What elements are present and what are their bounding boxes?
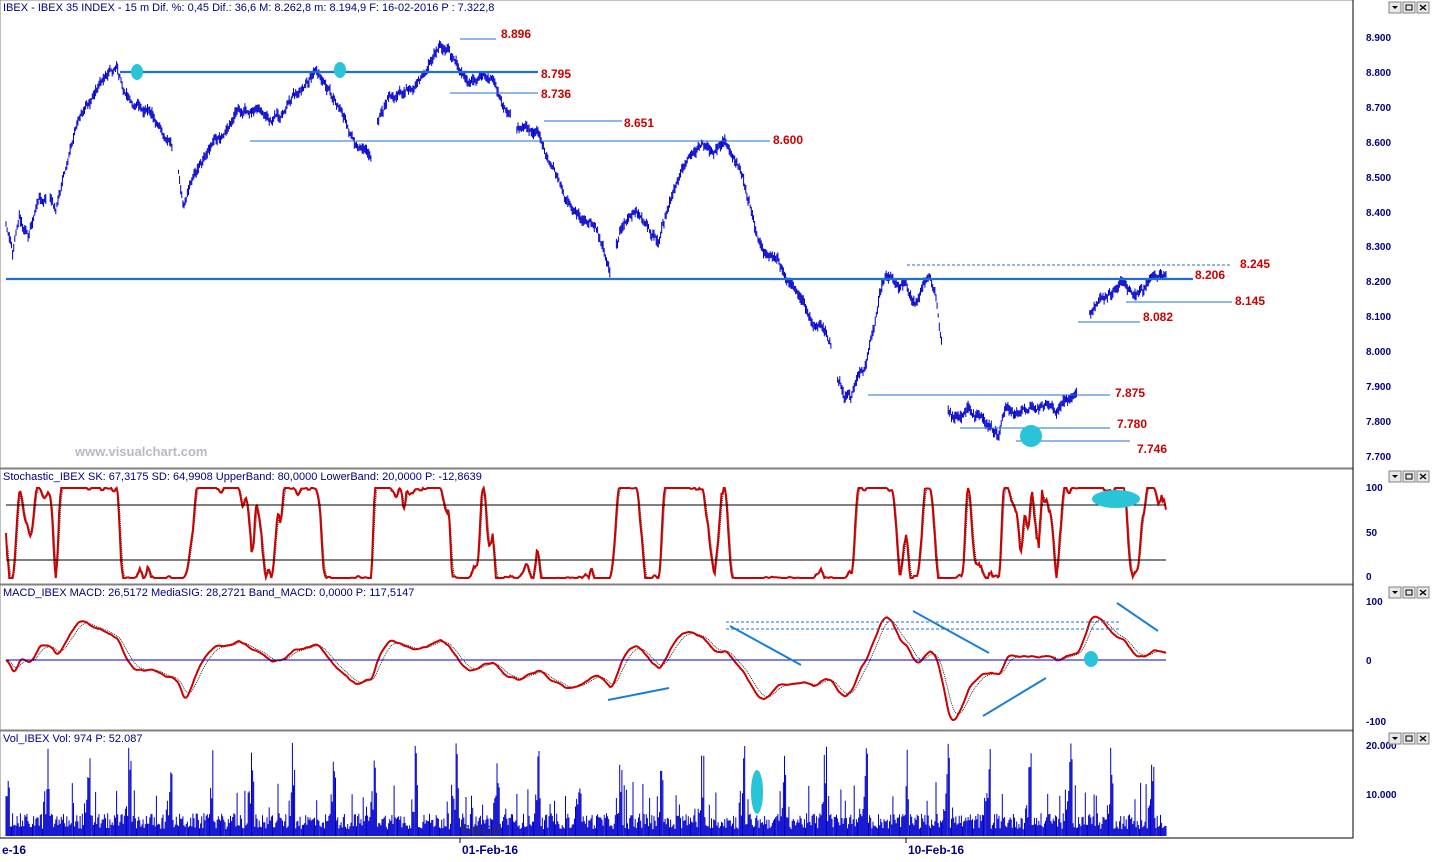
x-tick-label: 01-Feb-16: [462, 843, 518, 857]
macd-panel-frame: [0, 584, 1354, 731]
stochastic-bands: [6, 490, 1166, 561]
level-7746: 7.746: [1137, 442, 1167, 456]
stoch-sk-line: [5, 485, 1167, 582]
macd-axis: 100 0 -100: [1366, 597, 1386, 728]
macd-lines: [5, 615, 1167, 722]
level-8206: 8.206: [1195, 268, 1225, 282]
macd-tick: 0: [1366, 656, 1372, 667]
volume-extras: Feb-16: [462, 770, 763, 837]
macd-line: [5, 615, 1167, 722]
price-panel-header: IBEX - IBEX 35 INDEX - 15 m Dif. %: 0,45…: [3, 2, 494, 14]
macd-signal-line: [5, 619, 1167, 715]
price-tick: 8.700: [1366, 103, 1391, 114]
restore-button[interactable]: [1402, 1, 1416, 14]
stochastic-lines: [5, 485, 1167, 582]
stochastic-panel-frame: [0, 468, 1354, 585]
x-tick-label: 10-Feb-16: [908, 843, 964, 857]
volume-bar-series: [5, 742, 1167, 836]
price-axis: 8.900 8.800 8.700 8.600 8.500 8.400 8.30…: [1366, 33, 1391, 463]
price-tick: 8.100: [1366, 312, 1391, 323]
level-8145: 8.145: [1235, 294, 1265, 308]
price-tick: 7.800: [1366, 417, 1391, 428]
level-8736: 8.736: [541, 87, 571, 101]
price-tick: 8.500: [1366, 173, 1391, 184]
minimize-button[interactable]: [1388, 470, 1402, 483]
restore-button[interactable]: [1402, 470, 1416, 483]
close-button[interactable]: [1416, 732, 1430, 745]
price-tick: 8.400: [1366, 208, 1391, 219]
price-tick: 8.200: [1366, 277, 1391, 288]
level-8896: 8.896: [501, 27, 531, 41]
volume-panel-header: Vol_IBEX Vol: 974 P: 52.087: [3, 733, 142, 745]
price-tick: 7.700: [1366, 452, 1391, 463]
level-8082: 8.082: [1143, 310, 1173, 324]
minimize-button[interactable]: [1388, 586, 1402, 599]
stochastic-axis: 100 50 0: [1366, 483, 1383, 583]
restore-button[interactable]: [1402, 732, 1416, 745]
x-axis: e-16 01-Feb-16 10-Feb-16: [0, 837, 1353, 857]
restore-button[interactable]: [1402, 586, 1416, 599]
volume-month-label: Feb-16: [462, 823, 500, 837]
price-tick: 7.900: [1366, 382, 1391, 393]
price-tick: 8.000: [1366, 347, 1391, 358]
macd-tick: 100: [1366, 597, 1383, 608]
stoch-sd-line: [5, 487, 1167, 579]
stoch-tick: 0: [1366, 572, 1372, 583]
macd-panel-header: MACD_IBEX MACD: 26,5172 MediaSIG: 28,272…: [3, 587, 414, 599]
minimize-button[interactable]: [1388, 732, 1402, 745]
price-bars: [5, 40, 1167, 441]
vol-tick: 20.000: [1366, 741, 1397, 752]
level-7780: 7.780: [1117, 417, 1147, 431]
level-8600: 8.600: [773, 133, 803, 147]
level-8795: 8.795: [541, 67, 571, 81]
macd-tick: -100: [1366, 717, 1386, 728]
price-bar-series: [5, 40, 1167, 441]
level-7875: 7.875: [1115, 386, 1145, 400]
macd-annotations: [6, 602, 1166, 717]
panel-frames: [0, 0, 1354, 839]
watermark: www.visualchart.com: [74, 444, 207, 459]
price-tick: 8.900: [1366, 33, 1391, 44]
volume-axis: 20.000 10.000: [1366, 741, 1397, 801]
close-button[interactable]: [1416, 470, 1430, 483]
close-button[interactable]: [1416, 586, 1430, 599]
stoch-tick: 100: [1366, 483, 1383, 494]
price-tick: 8.300: [1366, 242, 1391, 253]
minimize-button[interactable]: [1388, 1, 1402, 14]
price-tick: 8.800: [1366, 68, 1391, 79]
price-highlights: [131, 62, 1042, 447]
level-8651: 8.651: [624, 116, 654, 130]
price-tick: 8.600: [1366, 138, 1391, 149]
price-panel-frame: [0, 0, 1354, 469]
volume-bars: [5, 742, 1167, 836]
stochastic-panel-header: Stochastic_IBEX SK: 67,3175 SD: 64,9908 …: [3, 471, 482, 483]
price-level-labels: 8.896 8.795 8.736 8.651 8.600 8.245 8.20…: [501, 27, 1270, 456]
level-8245: 8.245: [1240, 257, 1270, 271]
vol-tick: 10.000: [1366, 790, 1397, 801]
stoch-tick: 50: [1366, 528, 1378, 539]
close-button[interactable]: [1416, 1, 1430, 14]
x-tick-label: e-16: [2, 843, 26, 857]
